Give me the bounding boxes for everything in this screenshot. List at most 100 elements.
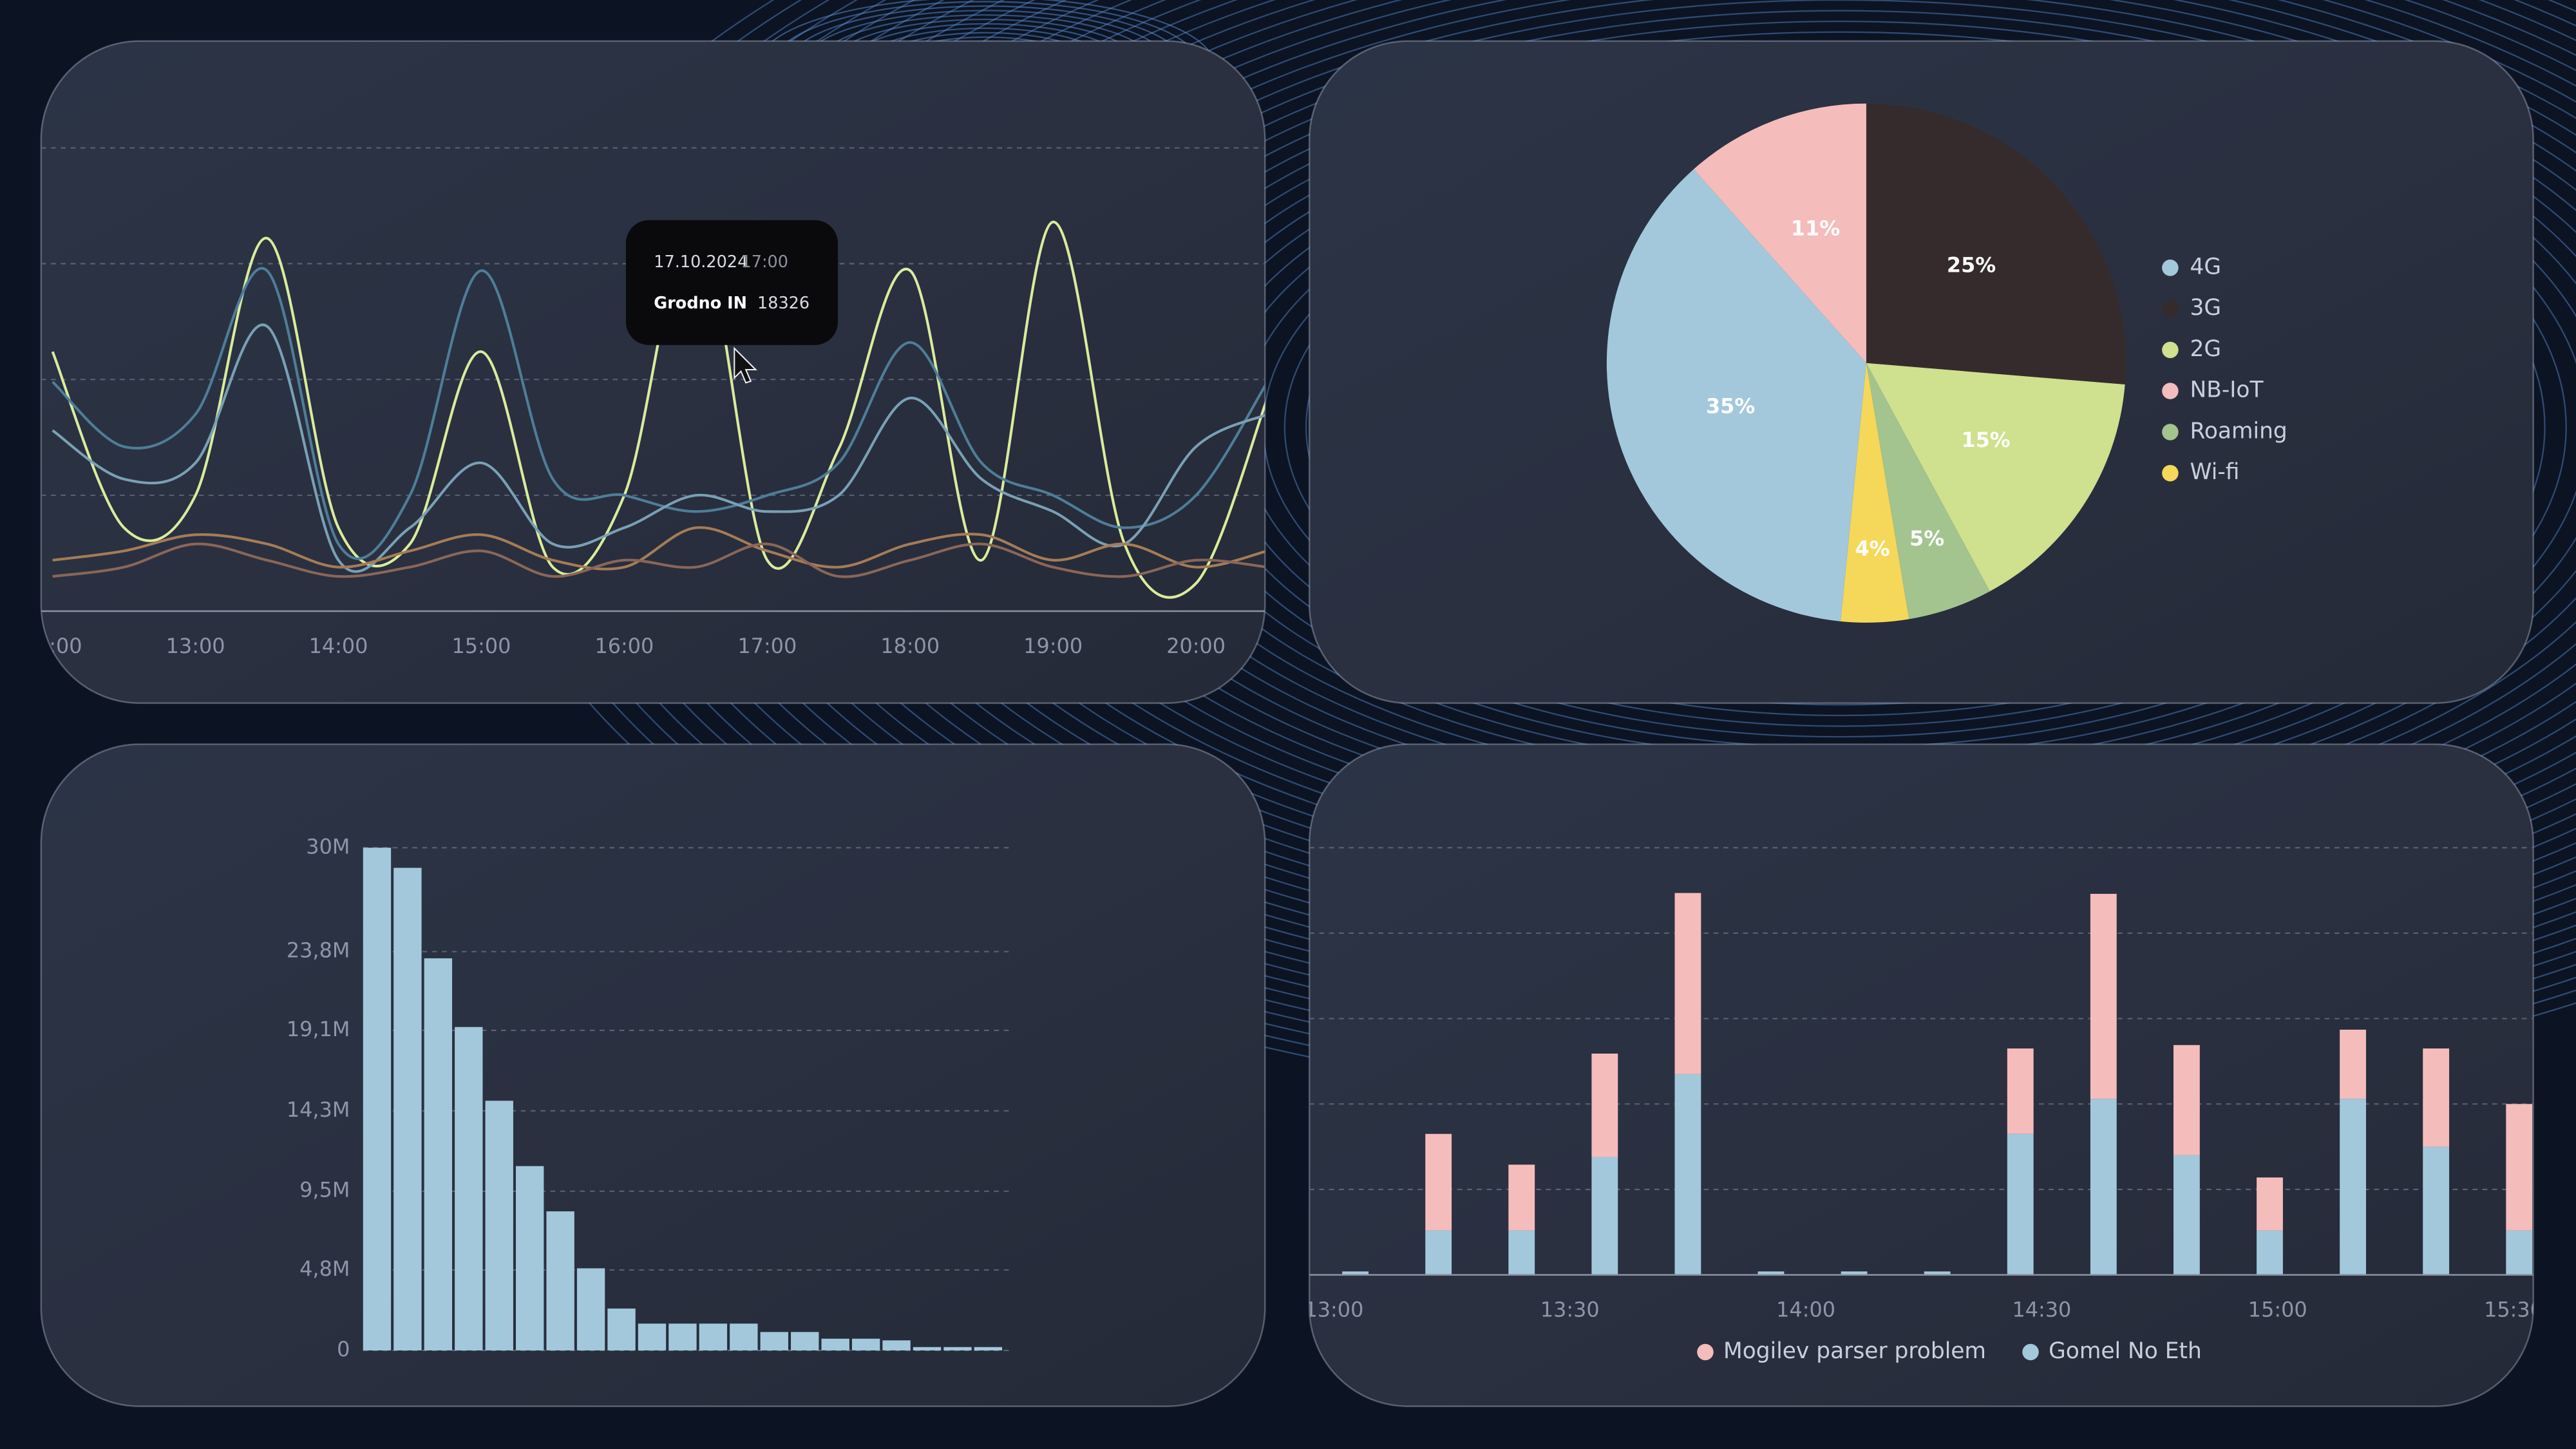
y-tick-label: 4,8M: [299, 1256, 350, 1281]
bar-segment: [1924, 1271, 1951, 1275]
bar-segment: [1841, 1271, 1868, 1275]
bar-segment: [2423, 1048, 2450, 1147]
legend-swatch: [2022, 1343, 2039, 1361]
bar-segment: [2174, 1155, 2200, 1275]
bar: [363, 848, 392, 1350]
tooltip-series: Grodno IN: [654, 294, 747, 313]
bar: [882, 1340, 911, 1350]
bar: [760, 1332, 788, 1350]
slice-label: 15%: [1961, 428, 2010, 452]
legend-label: 4G: [2190, 254, 2222, 279]
bar: [607, 1308, 636, 1350]
line-series: [52, 526, 1265, 571]
bar-segment: [1674, 893, 1701, 1074]
x-tick-label: 20:00: [1166, 634, 1226, 658]
bar-segment: [1591, 1054, 1618, 1157]
bar: [668, 1323, 697, 1350]
y-tick-label: 9,5M: [299, 1178, 350, 1202]
x-tick-label: 17:00: [737, 634, 797, 658]
bar: [455, 1027, 483, 1350]
slice-label: 5%: [1909, 526, 1944, 551]
line-series: [52, 542, 1265, 578]
legend-swatch: [2162, 300, 2179, 317]
legend-label: NB-IoT: [2190, 377, 2264, 403]
bar-segment: [2090, 1099, 2117, 1275]
tooltip: 17.10.2024 17:00 Grodno IN 18326: [625, 220, 838, 384]
bar-segment: [2090, 893, 2117, 1099]
pie-slice: [1606, 169, 1866, 621]
x-tick-label: 15:00: [452, 634, 511, 658]
pie-slice: [1693, 103, 1866, 363]
legend-swatch: [2162, 341, 2179, 359]
bar: [913, 1347, 942, 1350]
bar-segment: [2506, 1104, 2533, 1231]
pie-slice: [1866, 363, 2125, 592]
bar: [974, 1347, 1003, 1350]
legend-label: Mogilev parser problem: [1723, 1338, 1986, 1364]
bar: [546, 1211, 574, 1350]
bar: [791, 1332, 819, 1350]
x-tick-label: 12:00: [23, 634, 82, 658]
bar-segment: [2257, 1230, 2283, 1275]
bar: [943, 1347, 972, 1350]
bar: [699, 1323, 728, 1350]
bar-segment: [2007, 1133, 2034, 1275]
legend-label: Roaming: [2190, 418, 2287, 444]
bar: [424, 958, 453, 1350]
legend-swatch: [2162, 383, 2179, 399]
bar-segment: [2007, 1048, 2034, 1134]
legend-swatch: [2162, 260, 2179, 276]
bar-segment: [2257, 1177, 2283, 1231]
y-tick-label: 30M: [306, 834, 350, 858]
slice-label: 4%: [1855, 536, 1889, 561]
slice-label: 25%: [1947, 253, 1996, 278]
x-tick-label: 14:00: [1776, 1298, 1835, 1322]
bar: [576, 1268, 605, 1350]
bar-segment: [2340, 1029, 2366, 1099]
legend-swatch: [2162, 464, 2179, 482]
bar-segment: [2506, 1230, 2533, 1275]
bar: [516, 1166, 544, 1350]
bar-segment: [1591, 1157, 1618, 1275]
legend-label: 2G: [2190, 336, 2222, 362]
pie-slice: [1841, 363, 1909, 623]
x-tick-label: 16:00: [594, 634, 654, 658]
bar-chart: 0 4,8M 9,5M 14,3M 19,1M 23,8M 30M: [287, 834, 1009, 1361]
line-series: [52, 323, 1265, 573]
legend-label: 3G: [2190, 295, 2222, 321]
legend-label: Wi-fi: [2190, 459, 2240, 485]
bar-segment: [1674, 1074, 1701, 1275]
pie-chart: 25% 3G 15% 2G 5% Roaming 4% Wi-fi 35% 4G 11% NB-IoT: [1606, 103, 2287, 623]
x-tick-label: 13:30: [1540, 1298, 1600, 1322]
tooltip-value: 18326: [757, 294, 810, 313]
bar: [485, 1101, 513, 1350]
bar-segment: [1757, 1271, 1785, 1275]
x-tick-label: 14:30: [2012, 1298, 2071, 1322]
bar: [821, 1338, 849, 1350]
stacked-bar-chart: 13:00 13:30 14:00 14:30 15:00 15:30: [1309, 847, 2533, 1322]
panel: [40, 743, 1266, 1407]
y-tick-label: 23,8M: [287, 938, 350, 963]
legend: Mogilev parser problem Gomel No Eth: [1697, 1338, 2202, 1364]
x-tick-label: 15:00: [2248, 1298, 2307, 1322]
line-series: [52, 267, 1265, 560]
x-tick-label: 19:00: [1023, 634, 1083, 658]
tooltip-box: [625, 220, 838, 345]
bar-segment: [1425, 1230, 1452, 1275]
bar-segment: [1342, 1271, 1368, 1275]
tooltip-time: 17:00: [741, 252, 789, 272]
cursor: [734, 346, 757, 384]
pie-slice: [1866, 363, 1990, 620]
bar-segment: [1425, 1133, 1452, 1231]
bar-segment: [2340, 1099, 2366, 1275]
bar: [393, 867, 422, 1350]
x-tick-label: 13:00: [166, 634, 225, 658]
tooltip-date: 17.10.2024: [654, 252, 748, 272]
bar-segment: [1508, 1230, 1535, 1275]
bar-segment: [2174, 1045, 2200, 1155]
legend-label: Gomel No Eth: [2049, 1338, 2202, 1364]
y-tick-label: 0: [337, 1337, 350, 1361]
x-tick-label: 14:00: [309, 634, 368, 658]
